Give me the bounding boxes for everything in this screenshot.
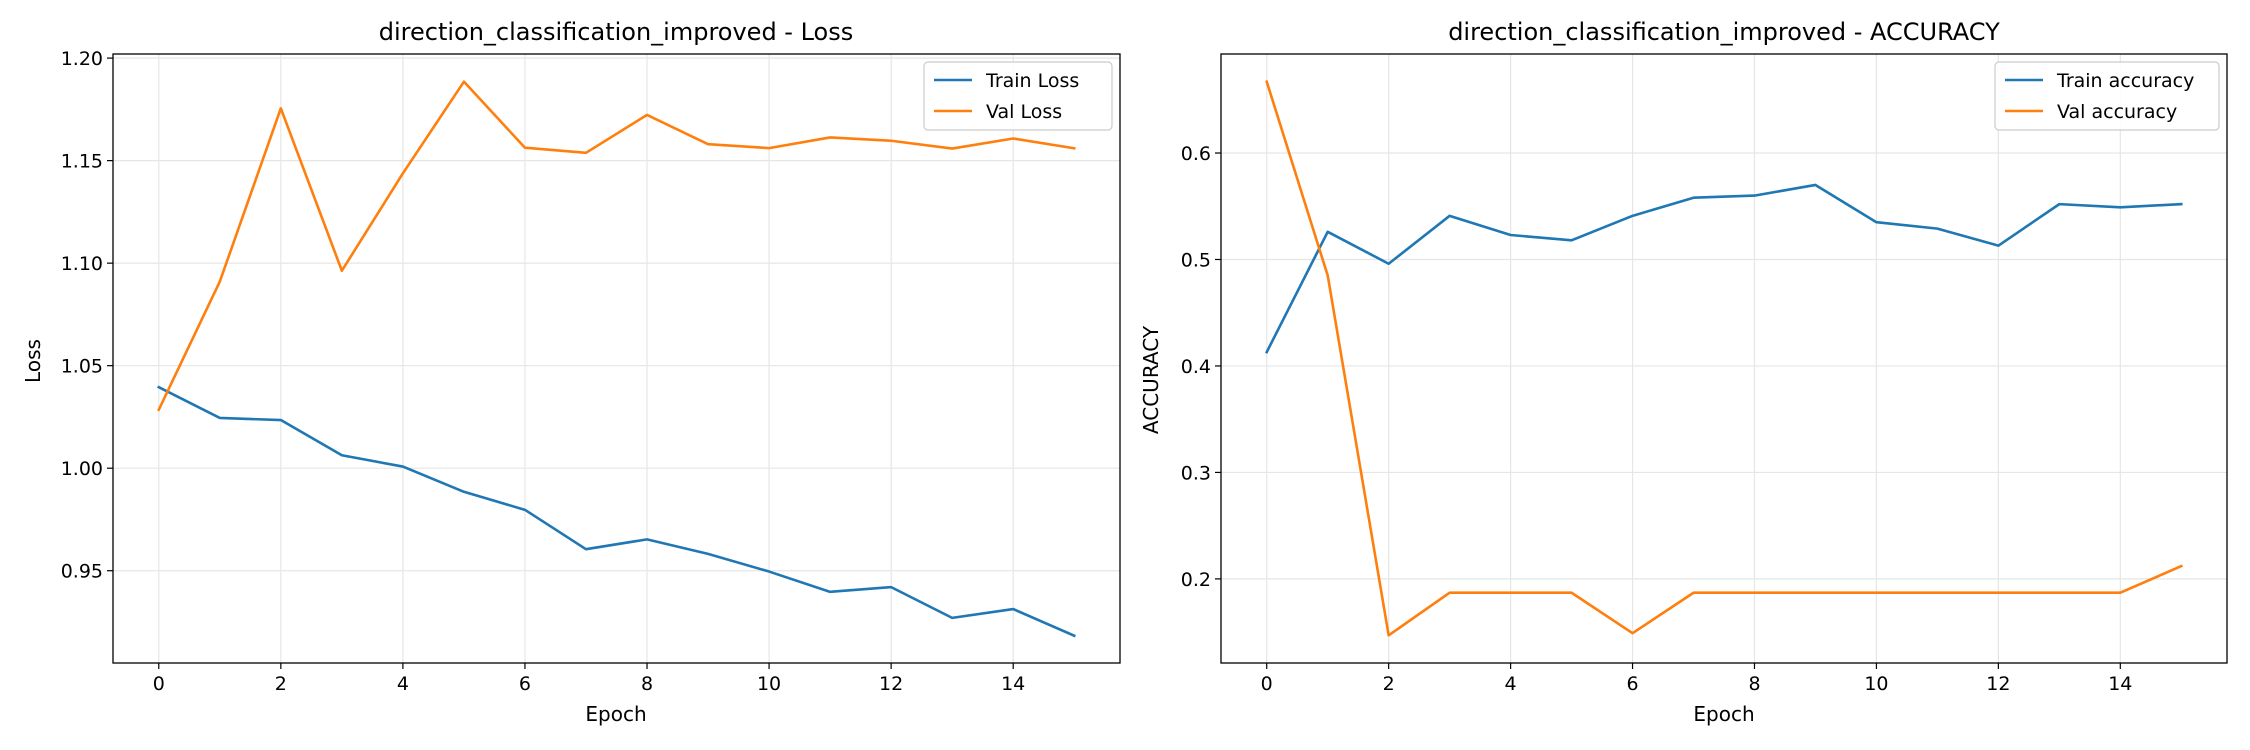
accuracy-y-axis-label: ACCURACY [1139,325,1163,434]
accuracy-x-axis-label: Epoch [1693,702,1754,726]
loss-legend-label-0: Train Loss [985,70,1079,92]
loss-legend-label-1: Val Loss [986,101,1062,123]
loss-x-tick-label: 10 [757,673,781,695]
loss-y-axis-label: Loss [21,339,45,383]
loss-y-tick-label: 1.00 [61,458,103,480]
loss-y-tick-label: 1.10 [61,253,103,275]
accuracy-y-tick-label: 0.2 [1181,569,1211,591]
accuracy-x-tick-label: 10 [1864,673,1888,695]
accuracy-series-line-0 [1264,183,2183,354]
accuracy-panel: direction_classification_improved - ACCU… [1139,18,2228,726]
accuracy-x-tick-label: 14 [2108,673,2132,695]
loss-series-line-0 [157,385,1076,638]
loss-x-tick-label: 8 [641,673,653,695]
accuracy-x-tick-label: 2 [1383,673,1395,695]
loss-axes-frame [112,53,1121,664]
accuracy-legend-label-1: Val accuracy [2057,101,2177,123]
accuracy-legend: Train accuracy Val accuracy [1994,61,2220,131]
accuracy-y-tick-label: 0.4 [1181,356,1211,378]
accuracy-y-tick-label: 0.6 [1181,143,1211,165]
accuracy-legend-label-0: Train accuracy [2056,70,2194,92]
loss-y-tick-label: 1.20 [61,48,103,70]
accuracy-chart-title: direction_classification_improved - ACCU… [1448,18,2000,46]
accuracy-x-tick-label: 8 [1748,673,1760,695]
accuracy-y-tick-label: 0.5 [1181,249,1211,271]
loss-x-tick-label: 4 [397,673,409,695]
accuracy-x-tick-label: 6 [1626,673,1638,695]
accuracy-x-tick-label: 0 [1261,673,1273,695]
loss-y-tick-label: 0.95 [61,561,103,583]
loss-x-tick-label: 2 [275,673,287,695]
loss-chart-title: direction_classification_improved - Loss [379,18,853,46]
loss-x-tick-label: 14 [1001,673,1025,695]
loss-panel: direction_classification_improved - Loss… [21,18,1121,726]
loss-series-line-1 [157,80,1076,412]
loss-x-tick-label: 6 [519,673,531,695]
accuracy-axes-frame [1220,53,2228,664]
accuracy-x-tick-label: 12 [1986,673,2010,695]
accuracy-x-tick-label: 4 [1505,673,1517,695]
loss-y-tick-label: 1.05 [61,356,103,378]
loss-x-axis-label: Epoch [585,702,646,726]
loss-y-tick-label: 1.15 [61,151,103,173]
loss-x-tick-label: 12 [879,673,903,695]
loss-x-tick-label: 0 [153,673,165,695]
accuracy-y-tick-label: 0.3 [1181,462,1211,484]
accuracy-series-line-1 [1265,80,2183,637]
loss-legend: Train Loss Val Loss [923,61,1113,131]
accuracy-legend-box [1994,61,2220,131]
